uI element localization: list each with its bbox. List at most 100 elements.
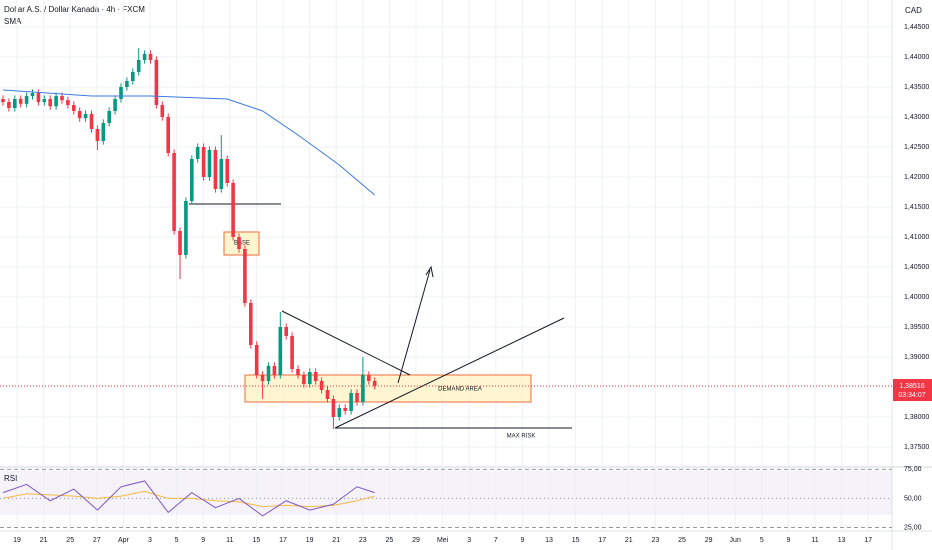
candle-body	[1, 99, 5, 102]
candle-body	[361, 375, 365, 402]
demand-label: DEMAND AREA	[438, 387, 482, 393]
candle-body	[195, 147, 200, 159]
y-tick-label: 1,37500	[904, 444, 929, 451]
candle-body	[278, 327, 283, 375]
candle-body	[331, 399, 336, 417]
candle-body	[201, 147, 206, 177]
x-tick-label: 27	[93, 537, 101, 544]
max-risk-label: MAX RISK	[507, 434, 536, 440]
x-tick-label: Apr	[118, 537, 130, 544]
candle-body	[66, 100, 70, 105]
candle-body	[42, 99, 47, 102]
candle-body	[337, 408, 342, 417]
x-tick-label: 13	[545, 537, 553, 544]
candle-body	[18, 99, 23, 104]
candle-body	[266, 366, 271, 381]
y-tick-label: 1,38000	[904, 414, 929, 421]
x-tick-label: 21	[332, 537, 340, 544]
rsi-band	[0, 471, 892, 515]
x-tick-label: 15	[572, 537, 580, 544]
candle-body	[343, 408, 347, 411]
sma-line	[2, 89, 376, 196]
candle-body	[54, 96, 58, 107]
candle-body	[308, 372, 312, 384]
last-price-label: 1,38516	[899, 383, 924, 390]
candle-body	[154, 60, 159, 105]
candle-body	[184, 201, 188, 255]
candle-body	[148, 54, 153, 60]
x-tick-label: 29	[705, 537, 713, 544]
candle-body	[101, 123, 106, 141]
candle-body	[30, 93, 35, 96]
candle-body	[125, 81, 129, 87]
candle-body	[166, 117, 170, 153]
projection-arrow	[397, 269, 431, 384]
candle-body	[296, 369, 300, 375]
last-price-box	[893, 379, 932, 402]
candle-body	[219, 159, 224, 189]
candle-body	[355, 393, 359, 402]
candle-body	[313, 372, 318, 381]
x-tick-label: 11	[811, 537, 818, 544]
candle-body	[113, 99, 117, 111]
candle-body	[13, 99, 17, 108]
candle-body	[95, 129, 100, 141]
x-tick-label: 25	[678, 537, 686, 544]
candle-body	[83, 114, 88, 119]
x-tick-label: 13	[838, 537, 846, 544]
candle-body	[249, 303, 253, 345]
candle-body	[254, 345, 259, 375]
trendline	[334, 317, 565, 429]
candle-body	[213, 150, 218, 189]
y-tick-label: 1,42500	[904, 144, 929, 151]
y-tick-label: 1,40500	[904, 264, 929, 271]
indicator-label: SMA	[4, 17, 22, 26]
rsi-tick-label: 50,00	[904, 495, 922, 502]
candle-body	[349, 393, 353, 411]
candle-body	[36, 93, 41, 102]
candle-body	[225, 159, 229, 183]
y-tick-label: 1,39000	[904, 354, 929, 361]
x-tick-label: 9	[201, 537, 205, 544]
candle-body	[24, 96, 29, 104]
y-tick-label: 1,41500	[904, 204, 929, 211]
x-tick-label: 17	[598, 537, 606, 544]
x-tick-label: 9	[786, 537, 790, 544]
candle-body	[77, 111, 82, 119]
x-tick-label: 3	[148, 537, 152, 544]
trendline	[281, 310, 411, 376]
candle-body	[107, 111, 111, 123]
y-tick-label: 1,43500	[904, 84, 929, 91]
candle-body	[372, 381, 377, 386]
x-tick-label: 15	[253, 537, 261, 544]
candle-body	[172, 153, 176, 231]
candle-body	[89, 114, 94, 129]
candle-body	[60, 96, 64, 101]
x-tick-label: 5	[175, 537, 179, 544]
x-tick-label: 17	[864, 537, 872, 544]
arrow-head	[425, 265, 434, 278]
currency: CAD	[905, 6, 922, 15]
x-tick-label: 23	[652, 537, 660, 544]
y-tick-label: 1,44500	[904, 24, 929, 31]
rsi-tick-label: 75,00	[904, 466, 922, 473]
y-tick-label: 1,40000	[904, 294, 929, 301]
candle-body	[131, 72, 135, 81]
candle-body	[302, 375, 306, 384]
x-tick-label: 3	[467, 537, 471, 544]
demand-zone	[244, 374, 532, 403]
y-tick-label: 1,41000	[904, 234, 929, 241]
symbol-title: Dollar A.S. / Dollar Kanada · 4h · FXCM	[4, 5, 145, 14]
candle-body	[367, 375, 371, 381]
x-tick-label: 9	[520, 537, 524, 544]
candle-body	[237, 237, 241, 249]
x-tick-label: 29	[412, 537, 420, 544]
candle-body	[142, 54, 147, 60]
y-tick-label: 1,42000	[904, 174, 929, 181]
candle-body	[231, 183, 235, 237]
candle-body	[325, 390, 330, 399]
candle-body	[136, 60, 141, 72]
candle-body	[290, 336, 294, 369]
x-tick-label: 21	[40, 537, 48, 544]
